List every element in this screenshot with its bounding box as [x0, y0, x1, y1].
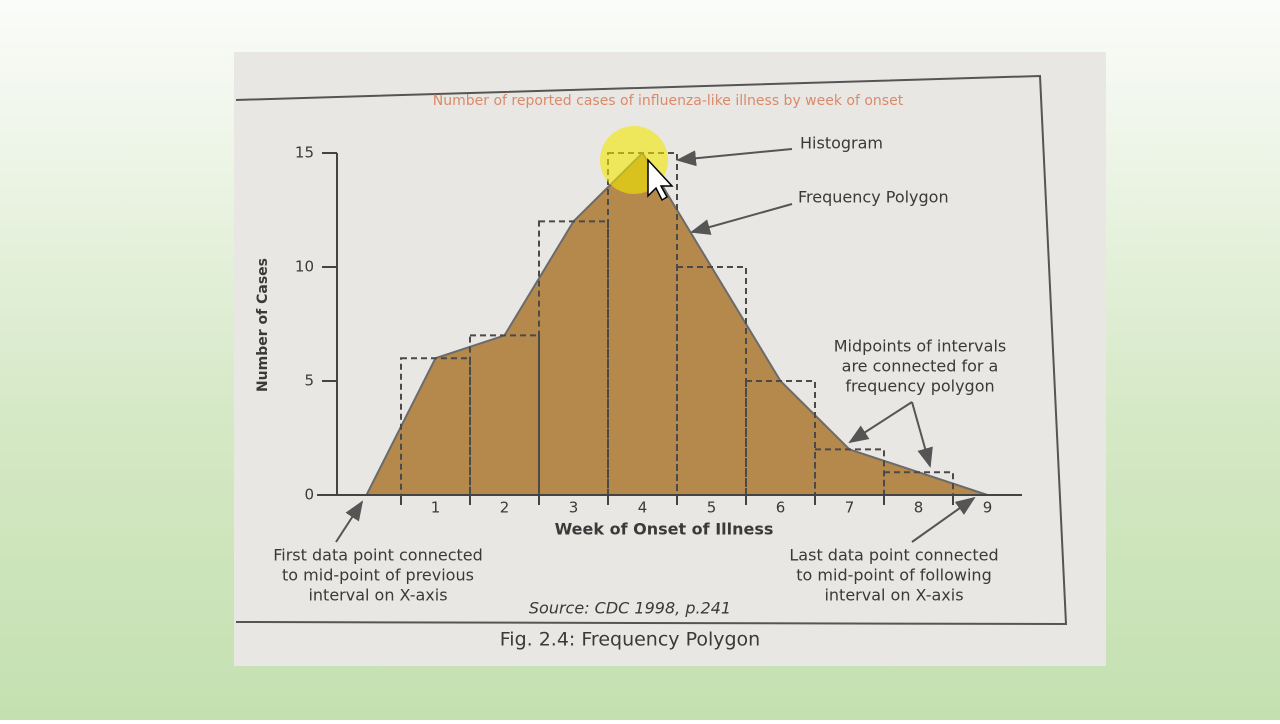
arrow: [911, 401, 933, 468]
histogram-bar: [538, 220, 609, 496]
arrow: [335, 500, 364, 543]
arrow: [676, 148, 793, 167]
annotation: Last data point connected: [789, 546, 998, 565]
y-axis-label: Number of Cases: [255, 258, 271, 392]
histogram-bar: [745, 380, 816, 496]
annotation: Histogram: [800, 134, 883, 153]
annotation: Midpoints of intervals: [834, 337, 1006, 356]
figure-frame: [235, 74, 1068, 626]
histogram-bar: [883, 471, 954, 497]
annotation: Frequency Polygon: [798, 188, 949, 207]
cursor: [647, 158, 674, 202]
annotation: to mid-point of previous: [282, 566, 474, 585]
x-tick-label: 1: [431, 499, 441, 517]
x-tick-label: 2: [500, 499, 510, 517]
y-tick-label: 5: [304, 372, 314, 390]
y-tick-label: 0: [304, 486, 314, 504]
x-tick-label: 5: [707, 499, 717, 517]
arrow: [690, 203, 793, 235]
caption: Fig. 2.4: Frequency Polygon: [500, 629, 760, 651]
y-tick-label: 10: [295, 258, 314, 276]
annotation: interval on X-axis: [308, 586, 447, 605]
x-tick-label: 4: [638, 499, 648, 517]
source: Source: CDC 1998, p.241: [529, 599, 731, 618]
annotation: First data point connected: [273, 546, 483, 565]
annotation: to mid-point of following: [796, 566, 991, 585]
arrow: [848, 401, 913, 444]
chart-title: Number of reported cases of influenza-li…: [433, 93, 904, 109]
annotation: interval on X-axis: [824, 586, 963, 605]
y-tick-label: 15: [295, 144, 314, 162]
x-tick-label: 7: [845, 499, 855, 517]
annotation: are connected for a: [842, 357, 999, 376]
annotation: frequency polygon: [845, 377, 994, 396]
arrow: [911, 496, 976, 543]
x-tick-label: 9: [983, 499, 993, 517]
x-tick-label: 6: [776, 499, 786, 517]
x-tick-label: 3: [569, 499, 579, 517]
x-tick-label: 8: [914, 499, 924, 517]
x-axis-label: Week of Onset of Illness: [555, 520, 774, 539]
